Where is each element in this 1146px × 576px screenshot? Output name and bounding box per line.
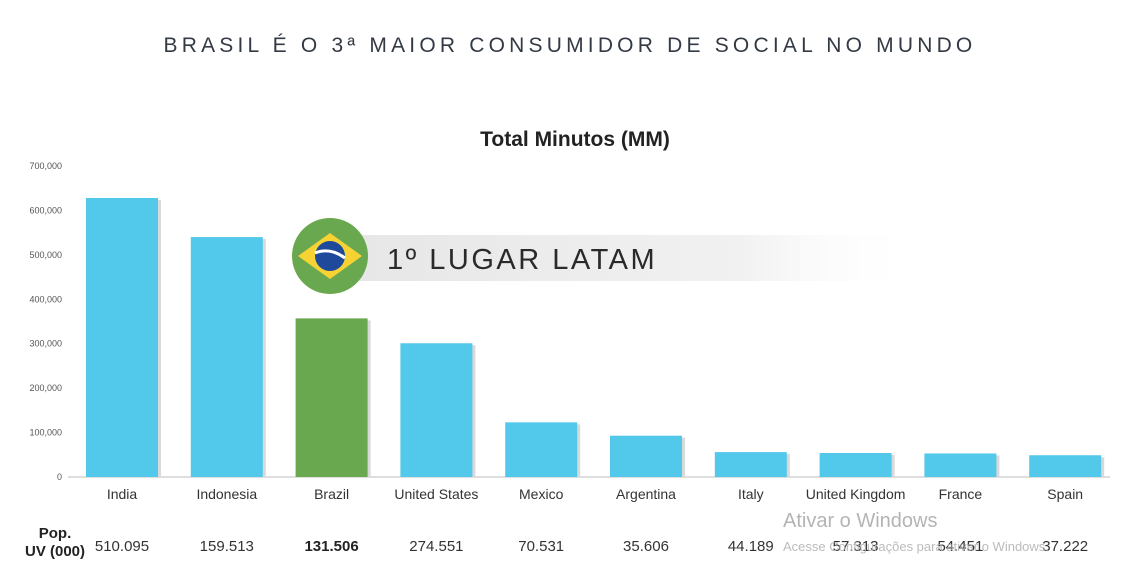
y-tick-label: 700,000 bbox=[29, 161, 62, 171]
bar-india bbox=[86, 197, 158, 477]
brazil-flag-icon bbox=[292, 218, 368, 294]
pop-value-brazil: 131.506 bbox=[304, 538, 358, 555]
latam-banner: 1º LUGAR LATAM bbox=[292, 218, 920, 294]
x-label-united-kingdom: United Kingdom bbox=[806, 486, 906, 502]
watermark-title: Ativar o Windows bbox=[783, 510, 938, 532]
bar-brazil bbox=[295, 318, 368, 477]
y-tick-label: 300,000 bbox=[29, 339, 62, 349]
bars bbox=[86, 197, 1105, 477]
pop-value-italy: 44.189 bbox=[728, 538, 774, 555]
x-label-argentina: Argentina bbox=[616, 486, 676, 502]
x-label-united-states: United States bbox=[394, 486, 478, 502]
y-tick-label: 100,000 bbox=[29, 428, 62, 438]
x-label-italy: Italy bbox=[738, 486, 764, 502]
banner-text: 1º LUGAR LATAM bbox=[387, 244, 657, 276]
y-tick-label: 400,000 bbox=[29, 294, 62, 304]
slide-title: BRASIL É O 3ª MAIOR CONSUMIDOR DE SOCIAL… bbox=[163, 34, 977, 57]
bar-united-kingdom bbox=[819, 453, 892, 477]
bar-spain bbox=[1029, 455, 1102, 477]
pop-value-mexico: 70.531 bbox=[518, 538, 564, 555]
windows-watermark: Ativar o Windows Acesse Configurações pa… bbox=[783, 510, 1049, 554]
x-label-indonesia: Indonesia bbox=[196, 486, 257, 502]
pop-value-spain: 37.222 bbox=[1042, 538, 1088, 555]
bar-mexico bbox=[505, 422, 578, 477]
pop-value-india: 510.095 bbox=[95, 538, 149, 555]
pop-value-argentina: 35.606 bbox=[623, 538, 669, 555]
x-label-spain: Spain bbox=[1047, 486, 1083, 502]
pop-value-indonesia: 159.513 bbox=[200, 538, 254, 555]
y-tick-label: 0 bbox=[57, 472, 62, 482]
pop-value-france: 54.451 bbox=[937, 538, 983, 555]
bar-italy bbox=[714, 452, 787, 477]
pop-uv-row: Pop. UV (000) 510.095 159.513 131.506 274.5… bbox=[25, 525, 1088, 560]
x-label-france: France bbox=[939, 486, 983, 502]
x-label-mexico: Mexico bbox=[519, 486, 564, 502]
uv-label: UV (000) bbox=[25, 543, 85, 560]
chart-title: Total Minutos (MM) bbox=[480, 128, 670, 151]
x-label-brazil: Brazil bbox=[314, 486, 349, 502]
bar-indonesia bbox=[190, 237, 263, 477]
banner-band bbox=[320, 235, 920, 281]
bar-france bbox=[924, 453, 997, 477]
y-tick-label: 600,000 bbox=[29, 205, 62, 215]
bar-argentina bbox=[610, 435, 682, 477]
y-tick-label: 500,000 bbox=[29, 250, 62, 260]
x-label-india: India bbox=[107, 486, 138, 502]
y-axis: 0 100,000 200,000 300,000 400,000 500,000 600,… bbox=[29, 161, 62, 482]
pop-value-united-kingdom: 57.313 bbox=[833, 538, 879, 555]
bar-united-states bbox=[400, 343, 473, 477]
watermark-subtitle: Acesse Configurações para ativar o Windo… bbox=[783, 539, 1049, 554]
x-axis: India Indonesia Brazil United States Mexico A… bbox=[107, 486, 1083, 502]
pop-label: Pop. bbox=[39, 525, 72, 542]
pop-value-united-states: 274.551 bbox=[409, 538, 463, 555]
y-tick-label: 200,000 bbox=[29, 383, 62, 393]
